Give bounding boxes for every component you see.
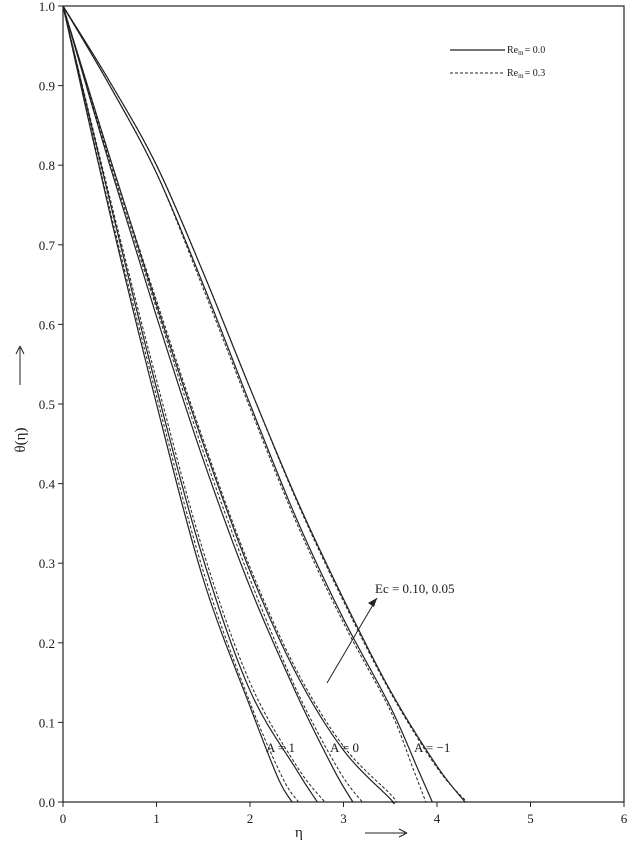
y-axis-title: θ(η) — [13, 427, 29, 452]
ec-arrow-head — [368, 598, 377, 607]
x-tick-label: 5 — [527, 811, 534, 826]
series-line-solid — [62, 5, 466, 803]
y-tick-label: 0.6 — [39, 317, 56, 332]
y-tick-label: 0.3 — [39, 556, 55, 571]
series-line-solid — [62, 5, 318, 803]
x-axis-title: η — [295, 825, 303, 841]
label-a-1: A = 1 — [266, 740, 295, 755]
plot-frame — [62, 5, 625, 803]
series-line-solid — [62, 5, 433, 803]
y-tick-label: 0.8 — [39, 158, 55, 173]
legend-value: = 0.3 — [525, 68, 546, 79]
label-a-minus-1: A = −1 — [414, 740, 450, 755]
legend: Rem= 0.0 Rem= 0.3 — [450, 45, 545, 80]
ec-annotation: Ec = 0.10, 0.05 — [375, 581, 455, 596]
y-tick-label: 0.9 — [39, 79, 55, 94]
annotations: Ec = 0.10, 0.05 A = 1 A = 0 A = −1 — [266, 581, 455, 755]
legend-label: Re — [507, 68, 519, 79]
y-tick-label: 0.2 — [39, 636, 55, 651]
x-tick-label: 1 — [153, 811, 160, 826]
legend-sub: m — [518, 72, 524, 80]
y-axis-title-group: θ(η) — [13, 345, 29, 453]
legend-item-re-0: Rem= 0.0 — [507, 45, 545, 57]
y-tick-label: 1.0 — [39, 0, 55, 14]
y-tick-label: 0.4 — [39, 477, 56, 492]
legend-sub: m — [518, 49, 524, 57]
y-axis-arrow-head — [15, 345, 25, 355]
x-axis-title-group: η — [295, 825, 408, 841]
y-tick-label: 0.1 — [39, 715, 55, 730]
x-tick-label: 3 — [340, 811, 347, 826]
axis-ticks: 0 1 2 3 4 5 6 0.0 0.1 0.2 0.3 0.4 0.5 0.6 0.7 0.8 0.9 1.0 — [39, 0, 628, 826]
y-tick-label: 0.0 — [39, 795, 55, 810]
x-tick-label: 0 — [60, 811, 67, 826]
series-line-dashed — [62, 5, 427, 803]
y-tick-label: 0.5 — [39, 397, 55, 412]
series-line-dashed — [62, 5, 363, 803]
series-line-solid — [62, 5, 354, 803]
x-axis-arrow-head — [398, 828, 408, 838]
series-line-solid — [62, 5, 293, 803]
curves — [62, 5, 468, 805]
series-line-dashed — [62, 5, 468, 803]
legend-value: = 0.0 — [525, 45, 546, 56]
x-tick-label: 6 — [621, 811, 628, 826]
legend-item-re-03: Rem= 0.3 — [507, 68, 545, 80]
legend-label: Re — [507, 45, 519, 56]
series-line-dashed — [62, 5, 300, 803]
series-line-dashed — [62, 5, 397, 803]
ec-arrow-line — [326, 597, 378, 684]
y-tick-label: 0.7 — [39, 238, 56, 253]
x-tick-label: 4 — [434, 811, 441, 826]
label-a-0: A = 0 — [330, 740, 359, 755]
series-line-dashed — [62, 5, 326, 803]
x-tick-label: 2 — [247, 811, 254, 826]
series-line-solid — [62, 5, 395, 805]
